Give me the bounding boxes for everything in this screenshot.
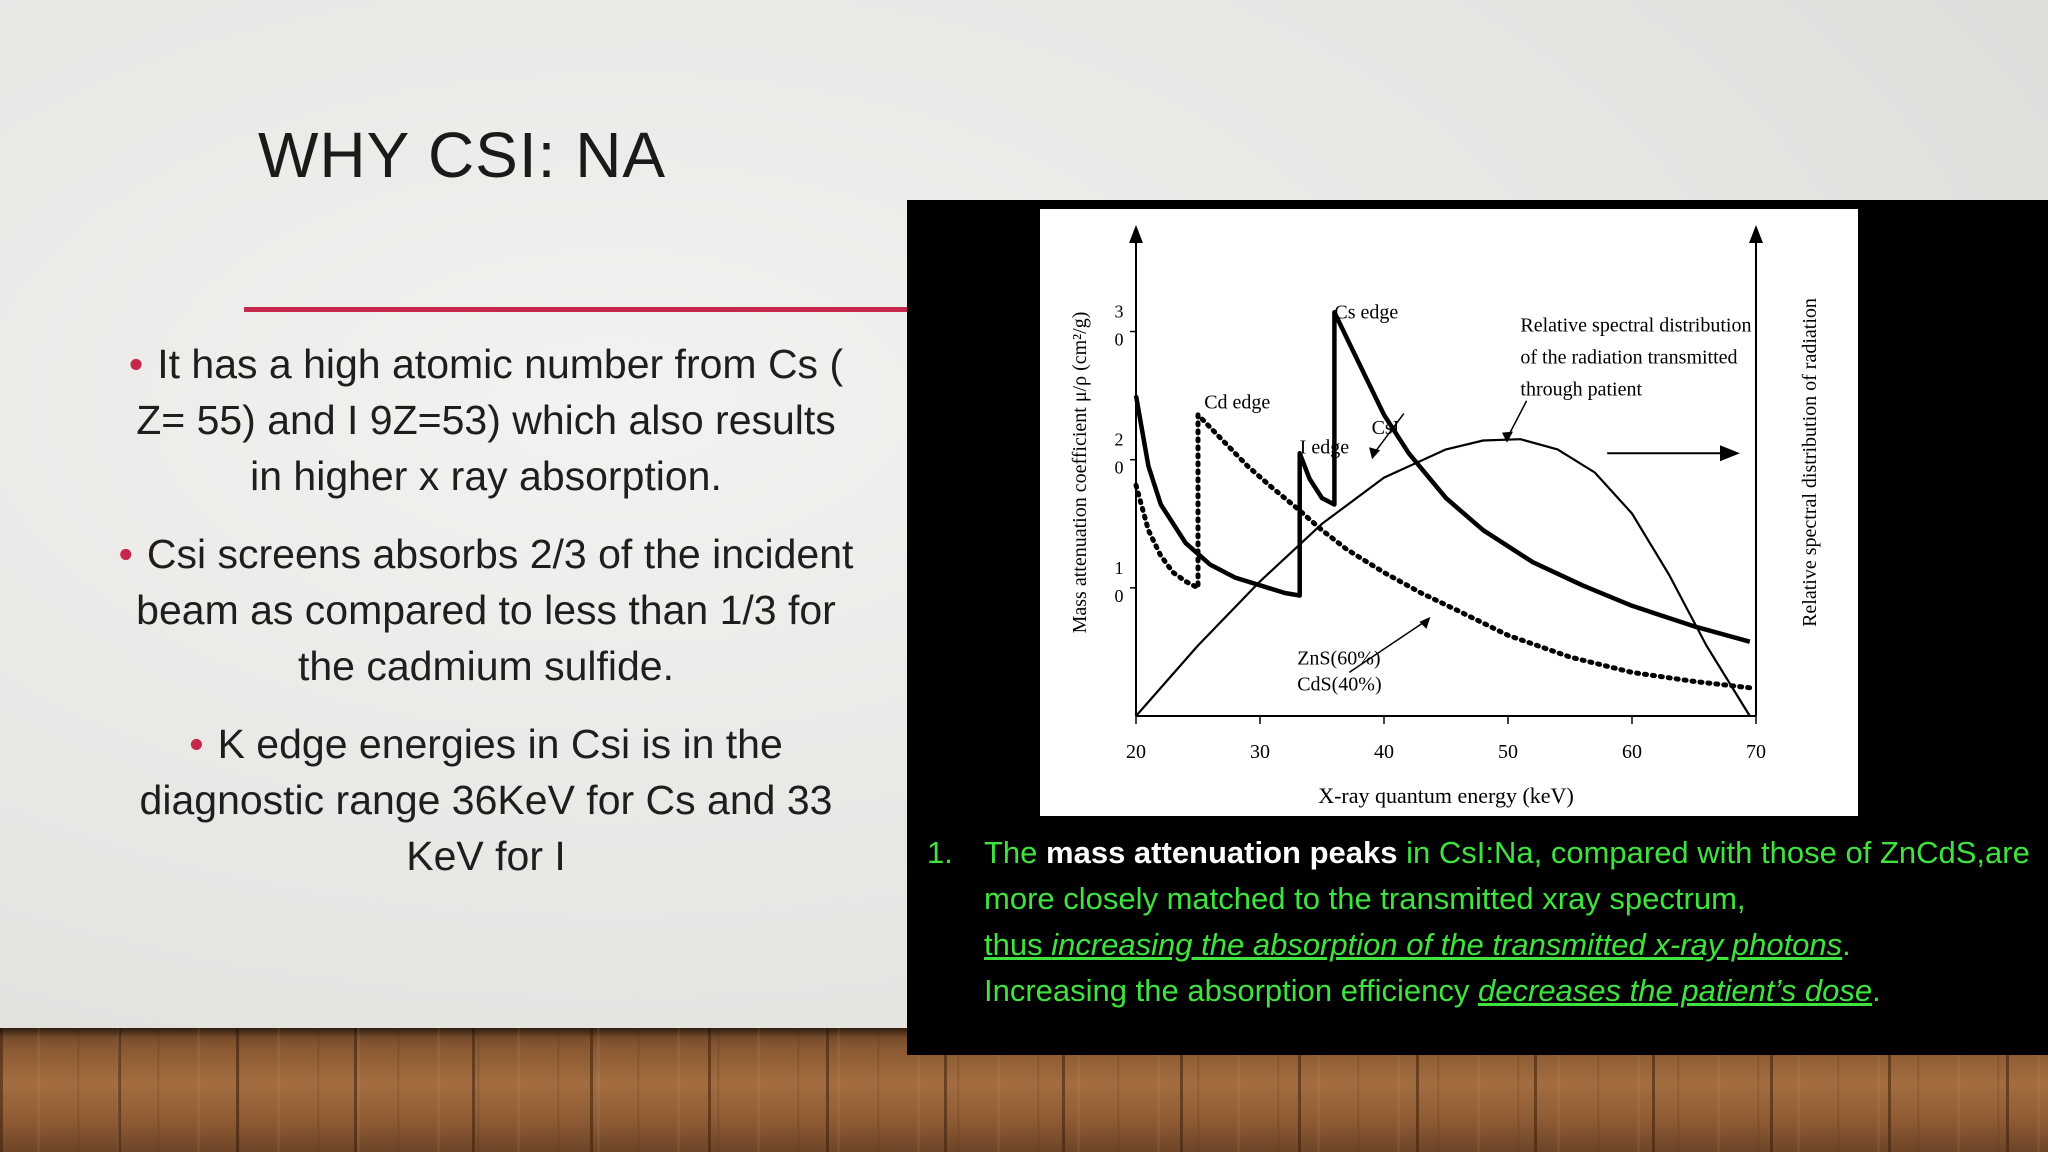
x-tick-label: 20: [1126, 741, 1146, 763]
x-axis-label: X-ray quantum energy (keV): [1318, 783, 1574, 808]
y-axis-label: Mass attenuation coefficient μ/ρ (cm²/g): [1069, 312, 1091, 634]
caption-text: .: [1842, 927, 1851, 962]
bullet-item: • Csi screens absorbs 2/3 of the incident…: [116, 526, 856, 694]
bullet-text: Csi screens absorbs 2/3 of the incident …: [136, 531, 854, 689]
caption-text: in CsI:Na, compared with those of ZnCdS,…: [984, 835, 2030, 916]
caption-underlined-italic: increasing the absorption of the transmi…: [1051, 927, 1843, 962]
bullet-list: • It has a high atomic number from Cs ( Z…: [116, 336, 856, 906]
bullet-item: • K edge energies in Csi is in the diagno…: [116, 716, 856, 884]
caption-text: The: [984, 835, 1047, 870]
caption-text: .: [1872, 973, 1881, 1008]
caption-underlined: thus: [984, 927, 1052, 962]
y-axis-arrow-icon: [1129, 225, 1143, 243]
x-tick-label: 40: [1374, 741, 1394, 763]
spectrum-leader-arrow-icon: [1502, 431, 1513, 443]
x-tick-label: 30: [1250, 741, 1270, 763]
y-tick-label: 1: [1115, 558, 1124, 578]
chart-annotation: Cs edge: [1334, 302, 1398, 324]
title-accent-rule: [244, 307, 908, 312]
spectrum-leader-line: [1507, 400, 1528, 437]
bullet-item: • It has a high atomic number from Cs ( Z…: [116, 336, 856, 504]
y2-axis-label: Relative spectral distribution of radiat…: [1799, 298, 1821, 627]
series-line: [1133, 310, 1751, 644]
caption-text: Increasing the absorption efficiency: [984, 973, 1479, 1008]
chart-annotation: Relative spectral distribution: [1520, 315, 1751, 337]
series-line: [1133, 412, 1753, 691]
y-tick-label: 3: [1115, 302, 1124, 322]
chart-annotation: ZnS(60%): [1297, 648, 1380, 670]
slide-title: WHY CSI: NA: [258, 119, 667, 191]
caption-emphasis: mass attenuation peaks: [1046, 835, 1398, 870]
zns-leader-arrow-icon: [1419, 616, 1431, 629]
x-tick-label: 50: [1498, 741, 1518, 763]
chart-annotation: CdS(40%): [1297, 673, 1381, 695]
bullet-dot-icon: •: [189, 721, 204, 767]
chart-annotation: I edge: [1300, 436, 1350, 458]
caption-underlined-italic: decreases the patient’s dose: [1478, 973, 1873, 1008]
chart-annotation: of the radiation transmitted: [1520, 347, 1737, 369]
chart-annotation: CsI: [1372, 417, 1400, 439]
bullet-text: It has a high atomic number from Cs ( Z=…: [136, 341, 844, 499]
figure-panel: 20 30 40 50 60 70 1 0 2 0 3 0 X-ray quantum energy (…: [907, 200, 2048, 1055]
chart-annotation: Cd edge: [1204, 391, 1270, 413]
bullet-text: K edge energies in Csi is in the diagnos…: [139, 721, 833, 879]
figure-caption: 1. The mass attenuation peaks in CsI:Na,…: [917, 830, 2037, 1014]
y-tick-label: 0: [1115, 458, 1124, 478]
caption-body: The mass attenuation peaks in CsI:Na, co…: [984, 830, 2037, 1014]
x-tick-label: 60: [1622, 741, 1642, 763]
bullet-dot-icon: •: [128, 341, 144, 387]
series-line: [1135, 438, 1751, 717]
spectrum-pointer-arrow-icon: [1720, 445, 1740, 462]
y2-axis-arrow-icon: [1749, 225, 1763, 243]
csi-leader-arrow-icon: [1369, 447, 1381, 460]
caption-number: 1.: [927, 835, 953, 870]
bullet-dot-icon: •: [118, 531, 133, 577]
attenuation-chart: 20 30 40 50 60 70 1 0 2 0 3 0 X-ray quantum energy (…: [1040, 209, 1858, 816]
x-tick-label: 70: [1746, 741, 1766, 763]
y-tick-label: 0: [1115, 330, 1124, 350]
chart-annotation: through patient: [1520, 379, 1642, 401]
y-tick-label: 2: [1115, 430, 1124, 450]
csi-leader-line: [1373, 413, 1405, 454]
y-tick-label: 0: [1115, 586, 1124, 606]
zns-leader-line: [1348, 619, 1428, 674]
